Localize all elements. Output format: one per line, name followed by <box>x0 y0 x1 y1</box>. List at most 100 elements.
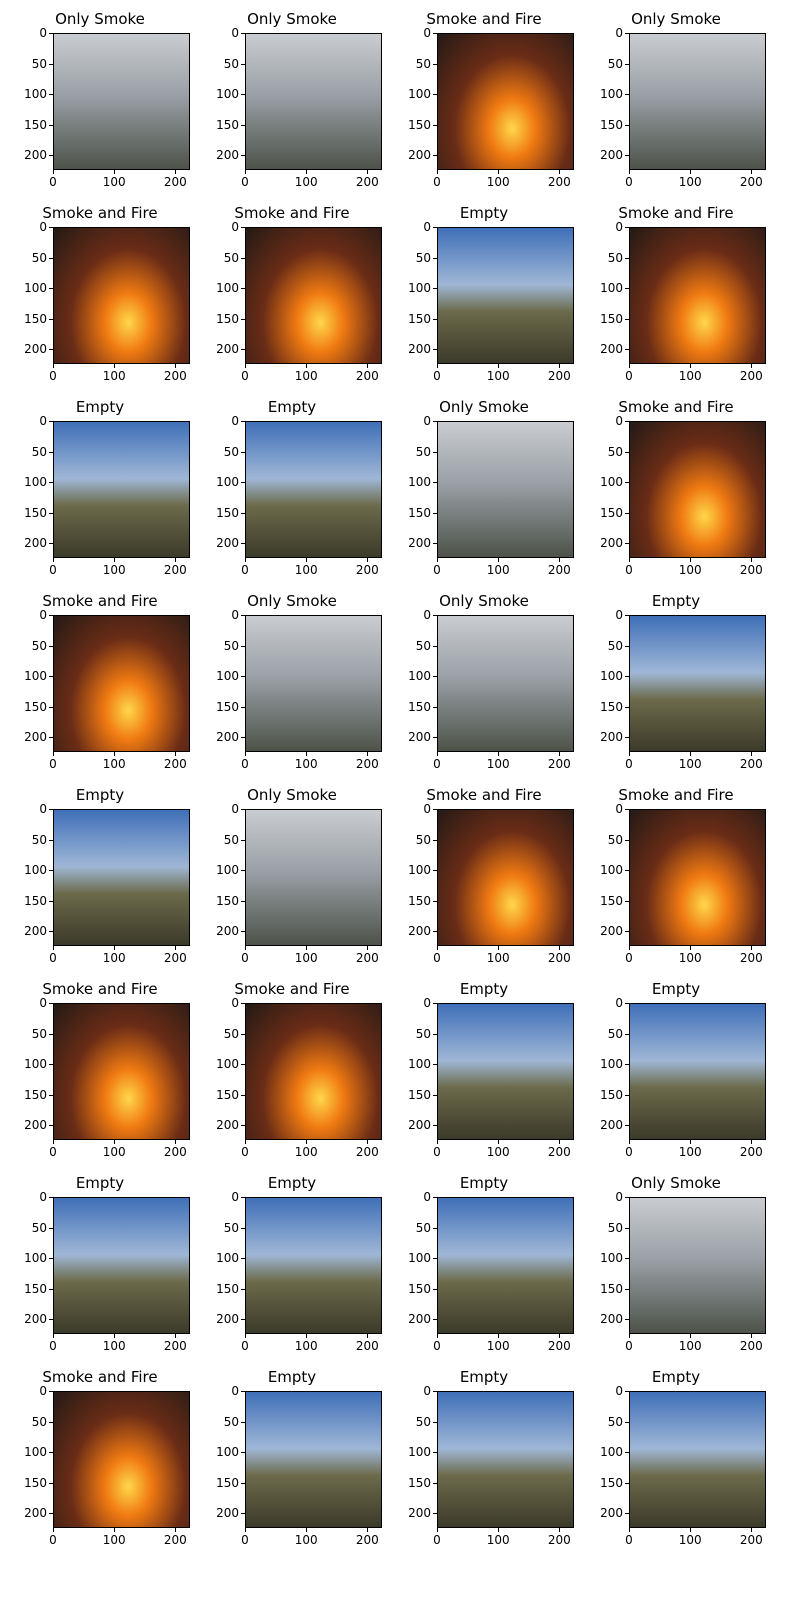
y-tick-mark <box>625 1421 629 1423</box>
y-tick-label: 50 <box>607 638 623 653</box>
y-tick-label: 50 <box>607 1414 623 1429</box>
panel-title: Only Smoke <box>631 1174 721 1192</box>
image-area <box>629 1197 766 1334</box>
x-tick-mark <box>367 1528 369 1532</box>
x-tick-mark <box>690 946 692 950</box>
y-tick-label: 200 <box>408 1118 431 1133</box>
panel-title: Empty <box>651 1368 701 1386</box>
y-tick-label: 100 <box>216 1057 239 1072</box>
y-tick-label: 0 <box>39 608 47 622</box>
y-tick-mark <box>625 1391 629 1392</box>
x-tick-mark <box>306 558 308 562</box>
y-tick-mark <box>433 33 437 34</box>
y-tick-label: 150 <box>408 699 431 714</box>
y-tick-label: 50 <box>415 250 431 265</box>
x-tick-mark <box>751 170 753 174</box>
image-panel: Only Smoke 0 50 100 150 200 0 100 200 <box>394 398 574 577</box>
sample-image <box>246 34 381 169</box>
x-tick-mark <box>245 1334 246 1338</box>
y-tick-label: 200 <box>600 342 623 357</box>
image-panel: Empty 0 50 100 150 200 0 100 200 <box>586 980 766 1159</box>
image-area <box>245 809 382 946</box>
y-tick-mark <box>433 737 437 739</box>
sample-image <box>54 422 189 557</box>
x-tick-mark <box>559 364 561 368</box>
sample-image <box>54 616 189 751</box>
y-tick-mark <box>49 257 53 259</box>
y-tick-mark <box>433 421 437 422</box>
x-tick-label: 0 <box>49 757 57 771</box>
y-tick-label: 100 <box>24 863 47 878</box>
panel-title: Empty <box>267 1174 317 1192</box>
y-tick-label: 200 <box>408 730 431 745</box>
y-tick-label: 50 <box>415 56 431 71</box>
y-tick-label: 150 <box>216 311 239 326</box>
y-tick-mark <box>433 1227 437 1229</box>
x-tick-mark <box>498 558 500 562</box>
image-area <box>629 809 766 946</box>
x-tick-label: 0 <box>49 175 57 189</box>
x-tick-mark <box>559 558 561 562</box>
y-tick-mark <box>433 155 437 157</box>
x-tick-mark <box>245 752 246 756</box>
x-tick-label: 100 <box>102 1339 126 1353</box>
y-tick-label: 150 <box>24 1475 47 1490</box>
y-tick-mark <box>625 543 629 545</box>
y-tick-mark <box>49 318 53 320</box>
x-tick-mark <box>367 752 369 756</box>
x-tick-mark <box>498 1528 500 1532</box>
y-tick-label: 50 <box>31 638 47 653</box>
x-tick-mark <box>437 946 438 950</box>
y-tick-label: 200 <box>408 924 431 939</box>
x-tick-mark <box>245 1140 246 1144</box>
y-tick-label: 50 <box>31 832 47 847</box>
sample-image <box>246 616 381 751</box>
panel-title: Empty <box>75 398 125 416</box>
y-tick-label: 0 <box>615 220 623 234</box>
x-tick-mark <box>53 1334 54 1338</box>
sample-image <box>438 616 573 751</box>
x-tick-label: 100 <box>294 175 318 189</box>
y-tick-mark <box>625 1094 629 1096</box>
x-tick-label: 200 <box>163 369 187 383</box>
y-tick-mark <box>49 482 53 484</box>
y-tick-label: 100 <box>216 1445 239 1460</box>
image-panel: Only Smoke 0 50 100 150 200 0 100 200 <box>202 10 382 189</box>
y-tick-mark <box>49 451 53 453</box>
panel-title: Empty <box>651 980 701 998</box>
y-tick-label: 150 <box>600 699 623 714</box>
y-tick-mark <box>49 124 53 126</box>
y-tick-mark <box>241 543 245 545</box>
x-tick-label: 200 <box>739 1145 763 1159</box>
y-tick-mark <box>49 1003 53 1004</box>
image-panel: Only Smoke 0 50 100 150 200 0 100 200 <box>586 10 766 189</box>
x-tick-label: 100 <box>678 1533 702 1547</box>
y-tick-label: 100 <box>24 87 47 102</box>
x-tick-mark <box>690 364 692 368</box>
x-tick-mark <box>245 946 246 950</box>
y-tick-label: 0 <box>615 1384 623 1398</box>
y-tick-mark <box>625 1064 629 1066</box>
x-tick-mark <box>175 1334 177 1338</box>
y-tick-label: 100 <box>216 1251 239 1266</box>
x-tick-mark <box>498 1140 500 1144</box>
y-tick-label: 100 <box>24 1251 47 1266</box>
image-panel: Only Smoke 0 50 100 150 200 0 100 200 <box>394 592 574 771</box>
y-tick-label: 200 <box>216 1118 239 1133</box>
x-tick-mark <box>437 558 438 562</box>
y-tick-label: 100 <box>600 475 623 490</box>
y-tick-label: 100 <box>408 87 431 102</box>
y-tick-label: 200 <box>24 1506 47 1521</box>
sample-image <box>630 34 765 169</box>
panel-title: Smoke and Fire <box>42 592 158 610</box>
y-tick-mark <box>625 676 629 678</box>
x-tick-label: 100 <box>678 175 702 189</box>
panel-title: Only Smoke <box>247 592 337 610</box>
y-tick-mark <box>433 94 437 96</box>
x-tick-mark <box>498 946 500 950</box>
y-tick-mark <box>433 1513 437 1515</box>
image-area <box>245 615 382 752</box>
x-tick-mark <box>306 752 308 756</box>
panel-title: Only Smoke <box>55 10 145 28</box>
